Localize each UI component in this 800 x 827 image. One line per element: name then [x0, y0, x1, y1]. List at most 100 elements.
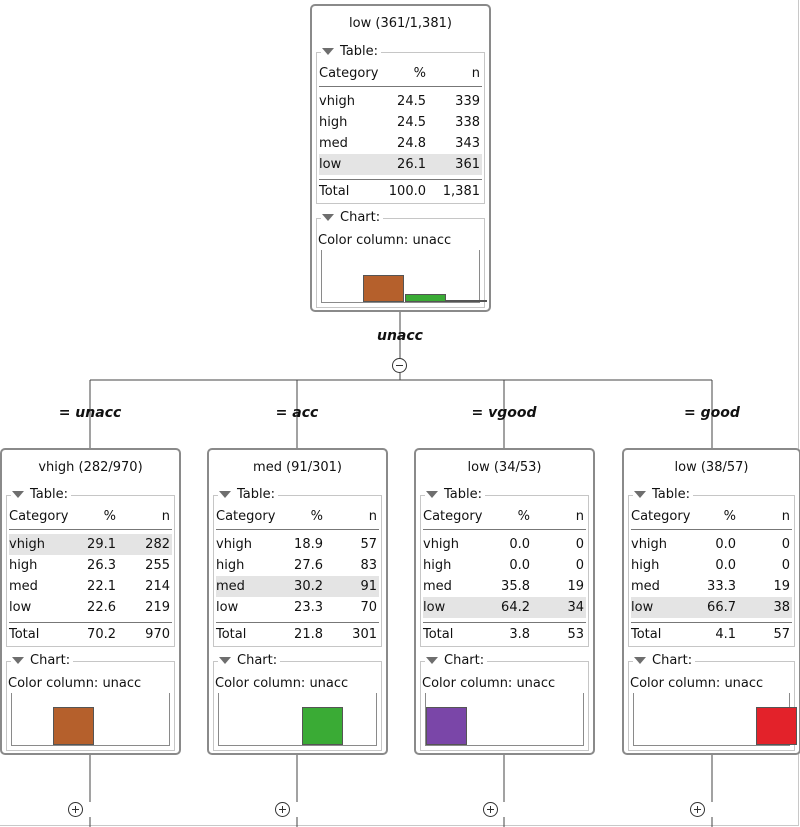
expand-node-icon[interactable]: [68, 802, 83, 817]
collapse-triangle-icon[interactable]: [426, 657, 438, 664]
table-header-toggle[interactable]: Table:: [321, 44, 381, 59]
table-row: high 24.5 338: [319, 112, 482, 133]
table-section: Table: Category % n vhigh 18.9 57 high 27.6…: [213, 487, 382, 647]
collapse-triangle-icon[interactable]: [322, 214, 334, 221]
chart-label: Chart:: [237, 653, 278, 668]
color-column-label: Color column: unacc: [215, 676, 349, 691]
chart-header-toggle[interactable]: Chart:: [11, 653, 74, 668]
table-header-row: Category % n: [319, 63, 482, 84]
row-percent: 26.3: [87, 558, 116, 573]
row-percent: 22.1: [87, 579, 116, 594]
collapse-triangle-icon[interactable]: [12, 657, 24, 664]
row-percent: 24.5: [397, 115, 426, 130]
class-distribution-chart: [633, 693, 797, 746]
row-category: high: [319, 115, 348, 130]
table-row: vhigh 29.1 282: [9, 534, 172, 555]
chart-label: Chart:: [444, 653, 485, 668]
chart-section: Chart: Color column: unacc: [420, 653, 589, 751]
total-label: Total: [216, 627, 247, 642]
node-title: low (34/53): [467, 460, 542, 475]
total-count: 1,381: [442, 184, 480, 199]
table-header-toggle[interactable]: Table:: [11, 487, 71, 502]
collapse-triangle-icon[interactable]: [12, 491, 24, 498]
total-percent: 70.2: [87, 627, 116, 642]
expand-node-icon[interactable]: [275, 802, 290, 817]
row-count: 339: [455, 94, 480, 109]
column-header-percent: %: [103, 509, 116, 524]
row-percent: 64.2: [501, 600, 530, 615]
row-count: 19: [567, 579, 584, 594]
table-header-toggle[interactable]: Table:: [425, 487, 485, 502]
collapse-node-icon[interactable]: [392, 358, 407, 373]
table-separator: [423, 622, 586, 623]
table-header-toggle[interactable]: Table:: [218, 487, 278, 502]
row-count: 0: [575, 558, 584, 573]
row-category: low: [319, 157, 342, 172]
row-percent: 0.0: [715, 537, 736, 552]
table-separator: [423, 529, 586, 530]
collapse-triangle-icon[interactable]: [426, 491, 438, 498]
row-percent: 24.5: [397, 94, 426, 109]
row-count: 70: [360, 600, 377, 615]
child-node[interactable]: low (38/57) Table: Category % n vhigh 0.0 0…: [622, 448, 800, 755]
row-category: low: [9, 600, 32, 615]
total-label: Total: [423, 627, 454, 642]
row-percent: 26.1: [397, 157, 426, 172]
chart-header-toggle[interactable]: Chart:: [425, 653, 488, 668]
row-percent: 0.0: [509, 558, 530, 573]
row-category: med: [319, 136, 348, 151]
child-node[interactable]: med (91/301) Table: Category % n vhigh 18.9…: [207, 448, 388, 755]
table-row: high 0.0 0: [631, 555, 792, 576]
chart-header-toggle[interactable]: Chart:: [218, 653, 281, 668]
total-label: Total: [9, 627, 40, 642]
row-category: vhigh: [319, 94, 356, 109]
table-row: vhigh 18.9 57: [216, 534, 379, 555]
table-total-row: Total 100.0 1,381: [319, 181, 482, 202]
collapse-triangle-icon[interactable]: [219, 491, 231, 498]
class-distribution-chart: [425, 693, 584, 746]
collapse-triangle-icon[interactable]: [322, 48, 334, 55]
row-category: med: [423, 579, 452, 594]
chart-header-toggle[interactable]: Chart:: [633, 653, 696, 668]
total-percent: 3.8: [509, 627, 530, 642]
row-percent: 0.0: [509, 537, 530, 552]
class-distribution-chart: [11, 693, 170, 746]
row-count: 343: [455, 136, 480, 151]
chart-header-toggle[interactable]: Chart:: [321, 210, 384, 225]
table-row: med 30.2 91: [216, 576, 379, 597]
expand-node-icon[interactable]: [483, 802, 498, 817]
row-category: vhigh: [216, 537, 253, 552]
column-header-category: Category: [631, 509, 691, 524]
color-column-label: Color column: unacc: [630, 676, 764, 691]
table-row: med 22.1 214: [9, 576, 172, 597]
table-header-toggle[interactable]: Table:: [633, 487, 693, 502]
row-category: med: [631, 579, 660, 594]
root-node[interactable]: low (361/1,381) Table: Category % n vhigh 2…: [310, 4, 491, 312]
chart-section: Chart: Color column: unacc: [628, 653, 797, 751]
split-attribute-label: unacc: [377, 328, 423, 344]
row-category: low: [216, 600, 239, 615]
collapse-triangle-icon[interactable]: [634, 657, 646, 664]
row-count: 34: [567, 600, 584, 615]
edge-label-good: = good: [684, 405, 740, 421]
table-row: vhigh 0.0 0: [423, 534, 586, 555]
color-column-label: Color column: unacc: [318, 233, 452, 248]
child-node[interactable]: low (34/53) Table: Category % n vhigh 0.0 0…: [414, 448, 595, 755]
column-header-percent: %: [310, 509, 323, 524]
row-count: 0: [575, 537, 584, 552]
collapse-triangle-icon[interactable]: [219, 657, 231, 664]
child-node[interactable]: vhigh (282/970) Table: Category % n vhigh 2…: [0, 448, 181, 755]
row-category: med: [9, 579, 38, 594]
table-total-row: Total 4.1 57: [631, 624, 792, 645]
collapse-triangle-icon[interactable]: [634, 491, 646, 498]
expand-node-icon[interactable]: [690, 802, 705, 817]
row-percent: 22.6: [87, 600, 116, 615]
row-percent: 18.9: [294, 537, 323, 552]
edge-label-unacc: = unacc: [58, 405, 122, 421]
edge-label-vgood: = vgood: [471, 405, 537, 421]
column-header-category: Category: [319, 66, 379, 81]
total-count: 970: [145, 627, 170, 642]
chart-bar-acc: [53, 707, 94, 745]
row-category: low: [631, 600, 654, 615]
